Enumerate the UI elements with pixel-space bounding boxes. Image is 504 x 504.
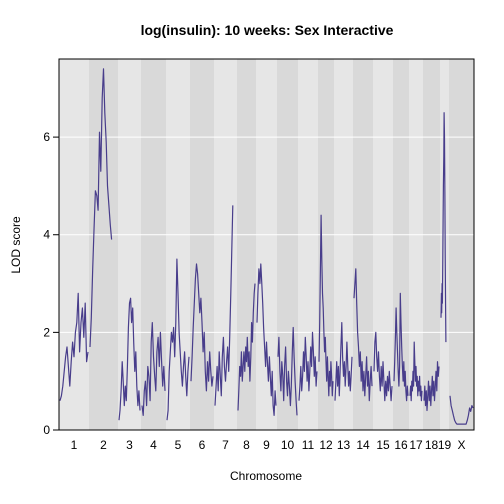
lod-curve-chr-4 <box>141 322 166 416</box>
x-tick-label-chr-18: 18 <box>425 438 439 452</box>
chromosome-band-3 <box>118 59 141 430</box>
lod-curve-chr-16 <box>393 292 409 402</box>
chromosome-band-7 <box>214 59 237 430</box>
y-tick-label-6: 6 <box>43 130 50 144</box>
x-tick-label-chr-10: 10 <box>281 438 295 452</box>
lod-curve-chr-2 <box>89 68 113 348</box>
chromosome-bands <box>59 59 474 430</box>
chart-title: log(insulin): 10 weeks: Sex Interactive <box>141 22 394 38</box>
x-tick-label-chr-13: 13 <box>337 438 351 452</box>
x-tick-label-chr-7: 7 <box>222 438 229 452</box>
lod-curve-chr-19 <box>440 112 447 343</box>
x-tick-label-chr-15: 15 <box>376 438 390 452</box>
lod-curve-chr-15 <box>373 331 393 402</box>
chromosome-band-6 <box>190 59 214 430</box>
lod-curve-chr-1 <box>59 292 89 401</box>
lod-curve-chr-10 <box>277 326 298 416</box>
y-axis: 0 2 4 6 <box>43 130 59 437</box>
x-tick-label-chr-19: 19 <box>438 438 452 452</box>
plot-frame <box>58 58 475 431</box>
chromosome-band-17 <box>409 59 423 430</box>
lod-curve-chr-17 <box>409 341 423 402</box>
x-tick-label-chr-14: 14 <box>356 438 370 452</box>
chromosome-band-12 <box>318 59 334 430</box>
y-axis-title: LOD score <box>9 216 23 274</box>
lod-curve-chr-12 <box>318 214 334 397</box>
x-tick-label-chr-11: 11 <box>302 438 315 452</box>
x-tick-label-chr-6: 6 <box>199 438 206 452</box>
lod-curve-chr-3 <box>118 297 141 421</box>
x-tick-label-chr-X: X <box>457 438 465 452</box>
x-tick-label-chr-9: 9 <box>263 438 270 452</box>
chromosome-band-5 <box>166 59 190 430</box>
lod-curve-chr-13 <box>334 322 353 401</box>
x-tick-label-chr-4: 4 <box>150 438 157 452</box>
x-tick-label-chr-16: 16 <box>394 438 408 452</box>
x-axis-title: Chromosome <box>230 469 302 483</box>
chromosome-band-18 <box>423 59 440 430</box>
lod-curve-chr-9 <box>256 263 277 416</box>
chromosome-band-X <box>449 59 474 430</box>
x-tick-label-chr-1: 1 <box>71 438 78 452</box>
x-axis: 1 2 3 4 5 6 7 8 9 10 11 12 13 14 15 16 17 18 19 X <box>71 438 466 452</box>
chromosome-band-16 <box>393 59 409 430</box>
x-tick-label-chr-3: 3 <box>126 438 133 452</box>
y-tick-label-4: 4 <box>43 228 50 242</box>
lod-curve-chr-7 <box>214 205 234 406</box>
lod-curve-chr-14 <box>353 268 373 402</box>
chromosome-band-15 <box>373 59 393 430</box>
x-tick-label-chr-5: 5 <box>175 438 182 452</box>
lod-curve-chr-5 <box>166 258 190 421</box>
chromosome-band-13 <box>334 59 353 430</box>
lod-curve-chr-8 <box>237 283 256 411</box>
lod-curve-chr-18 <box>423 361 440 412</box>
lod-curves <box>59 68 474 425</box>
x-tick-label-chr-12: 12 <box>319 438 333 452</box>
chromosome-band-19 <box>440 59 449 430</box>
x-tick-label-chr-2: 2 <box>100 438 107 452</box>
x-tick-label-chr-8: 8 <box>243 438 250 452</box>
y-tick-label-2: 2 <box>43 325 50 339</box>
x-tick-label-chr-17: 17 <box>409 438 423 452</box>
lod-curve-chr-X <box>449 395 474 425</box>
chromosome-band-9 <box>256 59 277 430</box>
y-tick-label-0: 0 <box>43 423 50 437</box>
lod-curve-chr-11 <box>298 331 318 401</box>
lod-curve-chr-6 <box>190 263 214 392</box>
